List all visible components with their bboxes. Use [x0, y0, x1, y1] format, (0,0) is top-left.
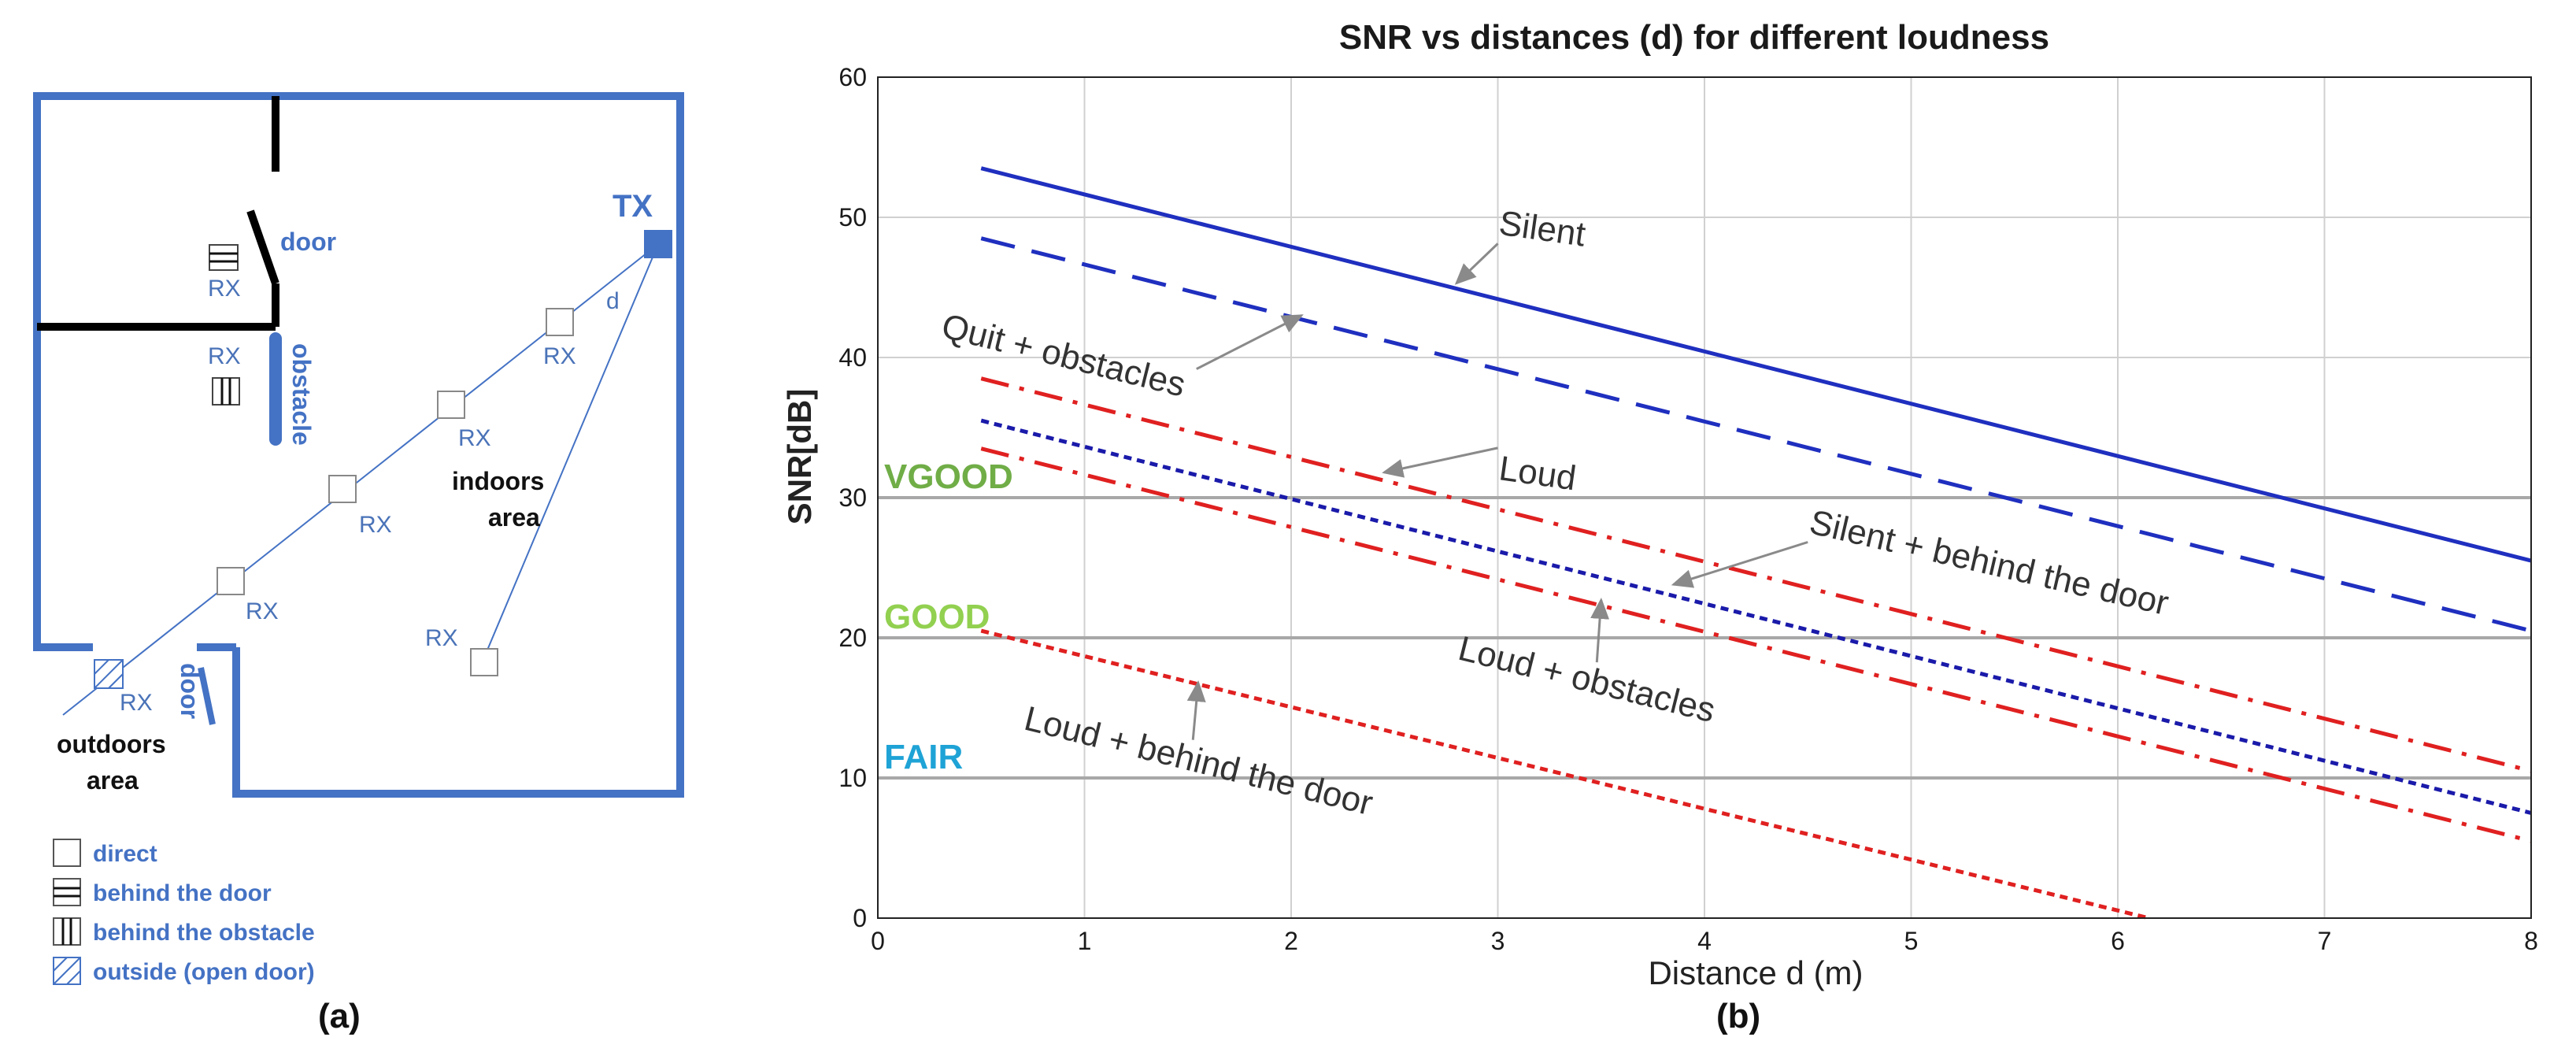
y-tick-labels: 0 10 20 30 40 50 60: [838, 63, 867, 932]
series-line: [980, 236, 2532, 633]
rx-marker-direct: [546, 308, 574, 336]
rx-marker-direct: [328, 475, 357, 503]
distance-d-label: d: [606, 288, 620, 314]
rx-marker-direct: [217, 567, 245, 595]
annotation-label: Loud + obstacles: [1455, 629, 1719, 730]
annotation-arrow: [1454, 243, 1499, 285]
rx-label: RX: [120, 690, 153, 716]
legend-label: outside (open door): [93, 959, 315, 985]
legend-label: direct: [93, 841, 157, 867]
x-tick-label: 1: [1078, 927, 1092, 955]
y-tick-label: 10: [838, 764, 867, 792]
rx-marker-outside: [94, 659, 124, 689]
x-tick-label: 4: [1697, 927, 1712, 955]
outer-wall: [33, 92, 684, 798]
rx-label: RX: [359, 512, 392, 538]
x-axis-label: Distance d (m): [1648, 954, 1863, 991]
direct-icon: [53, 839, 81, 867]
series-line: [980, 376, 2532, 773]
plan-legend: direct behind the door behind the obstac…: [53, 839, 315, 985]
outdoor-door-leaf: [198, 667, 216, 725]
doorway-gap: [93, 639, 197, 655]
door-label: door: [280, 228, 336, 256]
threshold-label: FAIR: [884, 738, 963, 776]
annotation-label: Silent: [1497, 204, 1588, 254]
y-tick-label: 20: [838, 624, 867, 652]
threshold-lines: VGOOD GOOD FAIR: [878, 457, 2531, 780]
threshold-label: VGOOD: [884, 457, 1013, 496]
annotation-label: Loud + behind the door: [1020, 699, 1376, 823]
rx-label: RX: [208, 276, 241, 302]
legend-label: behind the obstacle: [93, 920, 315, 946]
y-tick-label: 60: [838, 63, 867, 91]
annotation-label: Loud: [1497, 449, 1579, 498]
panel-a-caption: (a): [318, 997, 361, 1035]
series-line: [980, 418, 2532, 815]
indoors-label: area: [488, 503, 540, 532]
annotation-arrow: [1196, 314, 1304, 370]
x-tick-label: 2: [1284, 927, 1298, 955]
y-tick-label: 0: [853, 904, 867, 932]
rx-label: RX: [458, 425, 491, 451]
series-line: [980, 166, 2532, 563]
annotation-label: Quit + obstacles: [938, 306, 1189, 404]
y-tick-label: 50: [838, 203, 867, 231]
x-tick-label: 5: [1904, 927, 1919, 955]
legend-label: behind the door: [93, 880, 272, 906]
y-axis-label: SNR[dB]: [781, 389, 818, 525]
chart-title: SNR vs distances (d) for different loudn…: [1339, 18, 2049, 57]
threshold-label: GOOD: [884, 598, 990, 636]
rx-label: RX: [246, 598, 279, 624]
tx-label: TX: [613, 189, 653, 224]
x-tick-label: 7: [2318, 927, 2332, 955]
plot-frame: [877, 76, 2532, 919]
outside-icon: [53, 957, 81, 985]
x-tick-labels: 0 1 2 3 4 5 6 7 8: [871, 927, 2538, 955]
door-label: door: [176, 663, 204, 719]
x-tick-label: 8: [2524, 927, 2538, 955]
x-tick-label: 6: [2111, 927, 2125, 955]
floor-plan: TX d RX RX RX RX RX RX RX: [33, 92, 684, 1035]
obstacle-label: obstacle: [287, 343, 316, 446]
annotation-arrow: [1382, 446, 1498, 478]
y-tick-label: 30: [838, 483, 867, 512]
rx-label: RX: [425, 625, 458, 651]
rx-label: RX: [208, 343, 241, 369]
chart-series: [980, 166, 2532, 920]
annotation-arrow: [1186, 680, 1206, 740]
behind-door-icon: [53, 878, 81, 906]
annotation-arrow: [1671, 541, 1808, 588]
x-tick-label: 3: [1491, 927, 1505, 955]
outdoors-label: area: [87, 766, 139, 794]
y-tick-label: 40: [838, 343, 867, 372]
rx-marker-direct: [470, 648, 498, 676]
outdoors-label: outdoors: [57, 730, 166, 758]
path-line-indoor: [483, 243, 659, 658]
snr-chart: SNR vs distances (d) for different loudn…: [781, 18, 2538, 1035]
rx-marker-behind-obstacle: [212, 377, 240, 406]
x-tick-label: 0: [871, 927, 885, 955]
rx-marker-behind-door: [209, 244, 239, 271]
rx-label: RX: [543, 343, 576, 369]
interior-door-leaf: [246, 209, 279, 285]
annotation-arrow: [1590, 597, 1610, 663]
indoors-label: indoors: [452, 467, 544, 495]
behind-obstacle-icon: [53, 917, 81, 946]
series-line: [980, 446, 2532, 843]
panel-b-caption: (b): [1716, 997, 1760, 1035]
rx-marker-direct: [437, 391, 465, 419]
